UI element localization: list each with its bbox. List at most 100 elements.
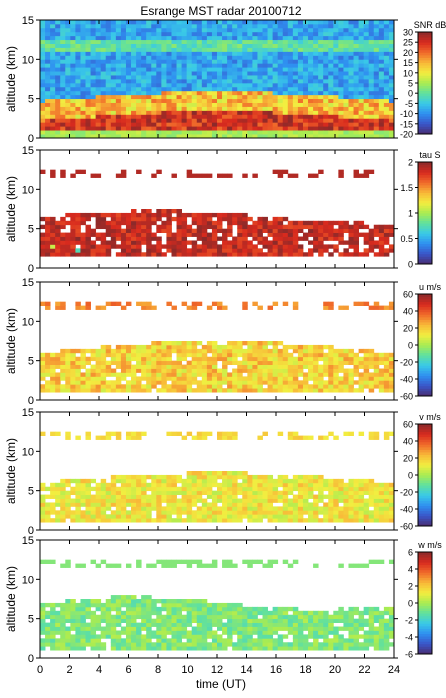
heatmap-cell — [343, 380, 348, 384]
heatmap-cell — [313, 79, 318, 83]
heatmap-cell — [293, 384, 298, 388]
heatmap-cell — [293, 369, 298, 373]
heatmap-cell — [242, 118, 247, 122]
heatmap-cell — [121, 83, 126, 87]
heatmap-cell — [96, 623, 101, 627]
heatmap-cell — [338, 24, 343, 28]
heatmap-cell — [298, 32, 303, 36]
heatmap-cell — [50, 483, 55, 487]
heatmap-cell — [318, 24, 323, 28]
heatmap-cell — [91, 630, 96, 634]
heatmap-cell — [192, 369, 197, 373]
heatmap-cell — [141, 44, 146, 48]
heatmap-cell — [232, 44, 237, 48]
heatmap-cell — [161, 506, 166, 510]
heatmap-cell — [338, 75, 343, 79]
heatmap-cell — [232, 248, 237, 252]
heatmap-cell — [263, 514, 268, 518]
heatmap-cell — [40, 51, 45, 55]
heatmap-cell — [369, 376, 374, 380]
heatmap-cell — [364, 514, 369, 518]
heatmap-cell — [207, 475, 212, 479]
heatmap-cell — [323, 372, 328, 376]
heatmap-cell — [40, 91, 45, 95]
heatmap-cell — [166, 353, 171, 357]
heatmap-cell — [338, 353, 343, 357]
heatmap-cell — [40, 369, 45, 373]
heatmap-cell — [207, 237, 212, 241]
heatmap-cell — [197, 130, 202, 134]
heatmap-cell — [222, 79, 227, 83]
heatmap-cell — [283, 376, 288, 380]
heatmap-cell — [202, 365, 207, 369]
heatmap-cell — [126, 221, 131, 225]
heatmap-cell — [50, 240, 55, 244]
heatmap-cell — [207, 114, 212, 118]
heatmap-cell — [212, 118, 217, 122]
heatmap-cell — [65, 95, 70, 99]
heatmap-cell — [273, 130, 278, 134]
heatmap-cell — [288, 372, 293, 376]
heatmap-cell — [298, 380, 303, 384]
colorbar-tick-label: -60 — [400, 522, 413, 532]
heatmap-cell — [308, 32, 313, 36]
heatmap-cell — [171, 487, 176, 491]
heatmap-cell — [202, 237, 207, 241]
heatmap-cell — [131, 221, 136, 225]
heatmap-cell — [116, 361, 121, 365]
heatmap-cell — [60, 491, 65, 495]
heatmap-cell — [222, 436, 227, 440]
heatmap-cell — [268, 388, 273, 392]
heatmap-cell — [101, 306, 106, 310]
heatmap-cell — [232, 20, 237, 24]
colorbar-tick-label: 20 — [403, 324, 413, 334]
heatmap-cell — [348, 28, 353, 32]
heatmap-cell — [192, 240, 197, 244]
heatmap-cell — [91, 44, 96, 48]
heatmap-cell — [146, 225, 151, 229]
heatmap-cell — [343, 107, 348, 111]
heatmap-cell — [207, 110, 212, 114]
heatmap-cell — [328, 432, 333, 436]
heatmap-cell — [55, 388, 60, 392]
heatmap-cell — [131, 369, 136, 373]
heatmap-cell — [364, 51, 369, 55]
heatmap-cell — [50, 20, 55, 24]
heatmap-cell — [242, 380, 247, 384]
heatmap-cell — [354, 495, 359, 499]
heatmap-cell — [136, 357, 141, 361]
heatmap-cell — [278, 24, 283, 28]
colorbar-swatch — [418, 188, 432, 191]
heatmap-cell — [50, 357, 55, 361]
heatmap-cell — [333, 48, 338, 52]
heatmap-cell — [187, 510, 192, 514]
heatmap-cell — [247, 91, 252, 95]
heatmap-cell — [343, 24, 348, 28]
heatmap-cell — [156, 87, 161, 91]
heatmap-cell — [293, 87, 298, 91]
heatmap-cell — [217, 79, 222, 83]
heatmap-cell — [156, 67, 161, 71]
heatmap-cell — [227, 24, 232, 28]
heatmap-cell — [65, 357, 70, 361]
heatmap-cell — [161, 221, 166, 225]
heatmap-cell — [111, 237, 116, 241]
heatmap-cell — [227, 225, 232, 229]
heatmap-cell — [197, 248, 202, 252]
heatmap-cell — [379, 229, 384, 233]
heatmap-cell — [151, 122, 156, 126]
heatmap-cell — [242, 67, 247, 71]
heatmap-cell — [354, 361, 359, 365]
heatmap-cell — [182, 248, 187, 252]
heatmap-cell — [237, 59, 242, 63]
colorbar-swatch — [418, 58, 432, 61]
heatmap-cell — [242, 36, 247, 40]
heatmap-cell — [288, 44, 293, 48]
heatmap-cell — [131, 55, 136, 59]
heatmap-cell — [338, 170, 343, 174]
heatmap-cell — [222, 369, 227, 373]
heatmap-cell — [65, 349, 70, 353]
heatmap-cell — [359, 40, 364, 44]
heatmap-cell — [86, 615, 91, 619]
